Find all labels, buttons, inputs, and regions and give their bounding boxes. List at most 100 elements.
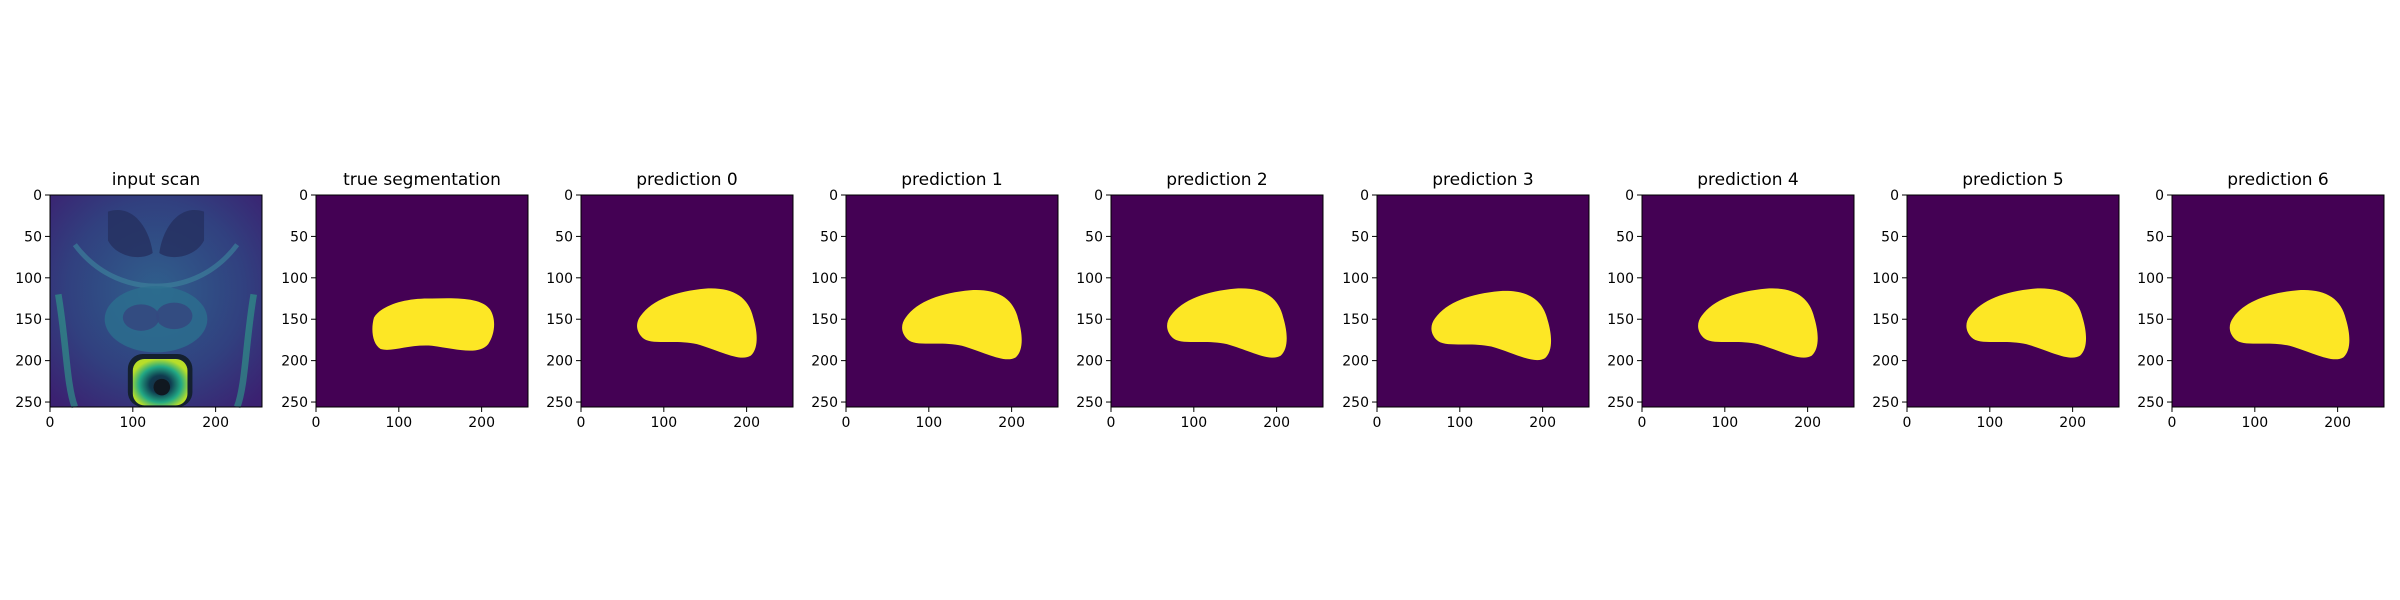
y-tick-label: 0 [2155,188,2164,204]
panel-title: prediction 2 [1166,170,1268,190]
y-tick-label: 150 [811,312,838,328]
x-tick-label: 200 [2324,415,2351,431]
axes-frame [845,194,1059,408]
y-tick-label: 250 [15,395,42,411]
segmentation-image [1377,195,1589,407]
segmentation-image [846,195,1058,407]
segmentation-image [316,195,528,407]
y-tick-label: 0 [33,188,42,204]
y-tick-label: 0 [1094,188,1103,204]
x-tick-label: 200 [202,415,229,431]
y-tick-label: 50 [555,229,573,245]
x-tick-label: 0 [1903,415,1912,431]
y-tick-label: 100 [281,271,308,287]
x-tick-label: 0 [46,415,55,431]
y-tick-label: 150 [1872,312,1899,328]
y-tick-label: 100 [1607,271,1634,287]
y-tick-label: 150 [1342,312,1369,328]
y-tick-label: 100 [1342,271,1369,287]
panel-title: prediction 0 [636,170,738,190]
segmentation-image [1111,195,1323,407]
axes-frame [1641,194,1855,408]
y-tick-label: 0 [1625,188,1634,204]
y-tick-label: 150 [546,312,573,328]
y-tick-label: 50 [2146,229,2164,245]
y-tick-label: 200 [15,354,42,370]
panel-title: prediction 4 [1697,170,1799,190]
y-tick-label: 250 [1607,395,1634,411]
y-tick-label: 200 [281,354,308,370]
x-tick-label: 200 [468,415,495,431]
y-tick-label: 100 [1076,271,1103,287]
x-tick-label: 100 [2241,415,2268,431]
x-tick-label: 100 [650,415,677,431]
y-tick-label: 100 [546,271,573,287]
y-tick-label: 200 [2137,354,2164,370]
y-tick-label: 0 [829,188,838,204]
y-tick-label: 150 [2137,312,2164,328]
segmentation-image [581,195,793,407]
y-tick-label: 100 [1872,271,1899,287]
x-tick-label: 100 [915,415,942,431]
y-tick-label: 50 [1616,229,1634,245]
y-tick-label: 50 [820,229,838,245]
y-tick-label: 250 [1076,395,1103,411]
axes-frame [580,194,794,408]
y-tick-label: 50 [1351,229,1369,245]
y-tick-label: 250 [281,395,308,411]
y-tick-label: 100 [2137,271,2164,287]
x-tick-label: 0 [1638,415,1647,431]
panel-title: prediction 6 [2227,170,2329,190]
y-tick-label: 0 [299,188,308,204]
panel-title: prediction 3 [1432,170,1534,190]
x-tick-label: 100 [1711,415,1738,431]
y-tick-label: 50 [24,229,42,245]
axes-frame [1376,194,1590,408]
axes-frame [315,194,529,408]
panel-title: prediction 1 [901,170,1003,190]
x-tick-label: 100 [1976,415,2003,431]
y-tick-label: 200 [1076,354,1103,370]
segmentation-image [2172,195,2384,407]
x-tick-label: 0 [577,415,586,431]
y-tick-label: 200 [1872,354,1899,370]
x-tick-label: 200 [2059,415,2086,431]
y-tick-label: 250 [1342,395,1369,411]
y-tick-label: 0 [564,188,573,204]
y-tick-label: 200 [546,354,573,370]
segmentation-image [1907,195,2119,407]
y-tick-label: 150 [1076,312,1103,328]
y-tick-label: 200 [1342,354,1369,370]
x-tick-label: 100 [1180,415,1207,431]
x-tick-label: 0 [842,415,851,431]
x-tick-label: 100 [385,415,412,431]
x-tick-label: 200 [998,415,1025,431]
y-tick-label: 100 [15,271,42,287]
panel-title: input scan [112,170,201,190]
panel-title: true segmentation [343,170,501,190]
segmentation-image [1642,195,1854,407]
y-tick-label: 50 [290,229,308,245]
scan-image [50,195,262,409]
y-tick-label: 150 [15,312,42,328]
x-tick-label: 100 [119,415,146,431]
y-tick-label: 250 [811,395,838,411]
x-tick-label: 0 [1373,415,1382,431]
axes-frame [2171,194,2385,408]
x-tick-label: 200 [1794,415,1821,431]
y-tick-label: 50 [1881,229,1899,245]
axes-frame [49,194,263,408]
y-tick-label: 0 [1890,188,1899,204]
x-tick-label: 0 [1107,415,1116,431]
x-tick-label: 200 [1263,415,1290,431]
x-tick-label: 0 [312,415,321,431]
